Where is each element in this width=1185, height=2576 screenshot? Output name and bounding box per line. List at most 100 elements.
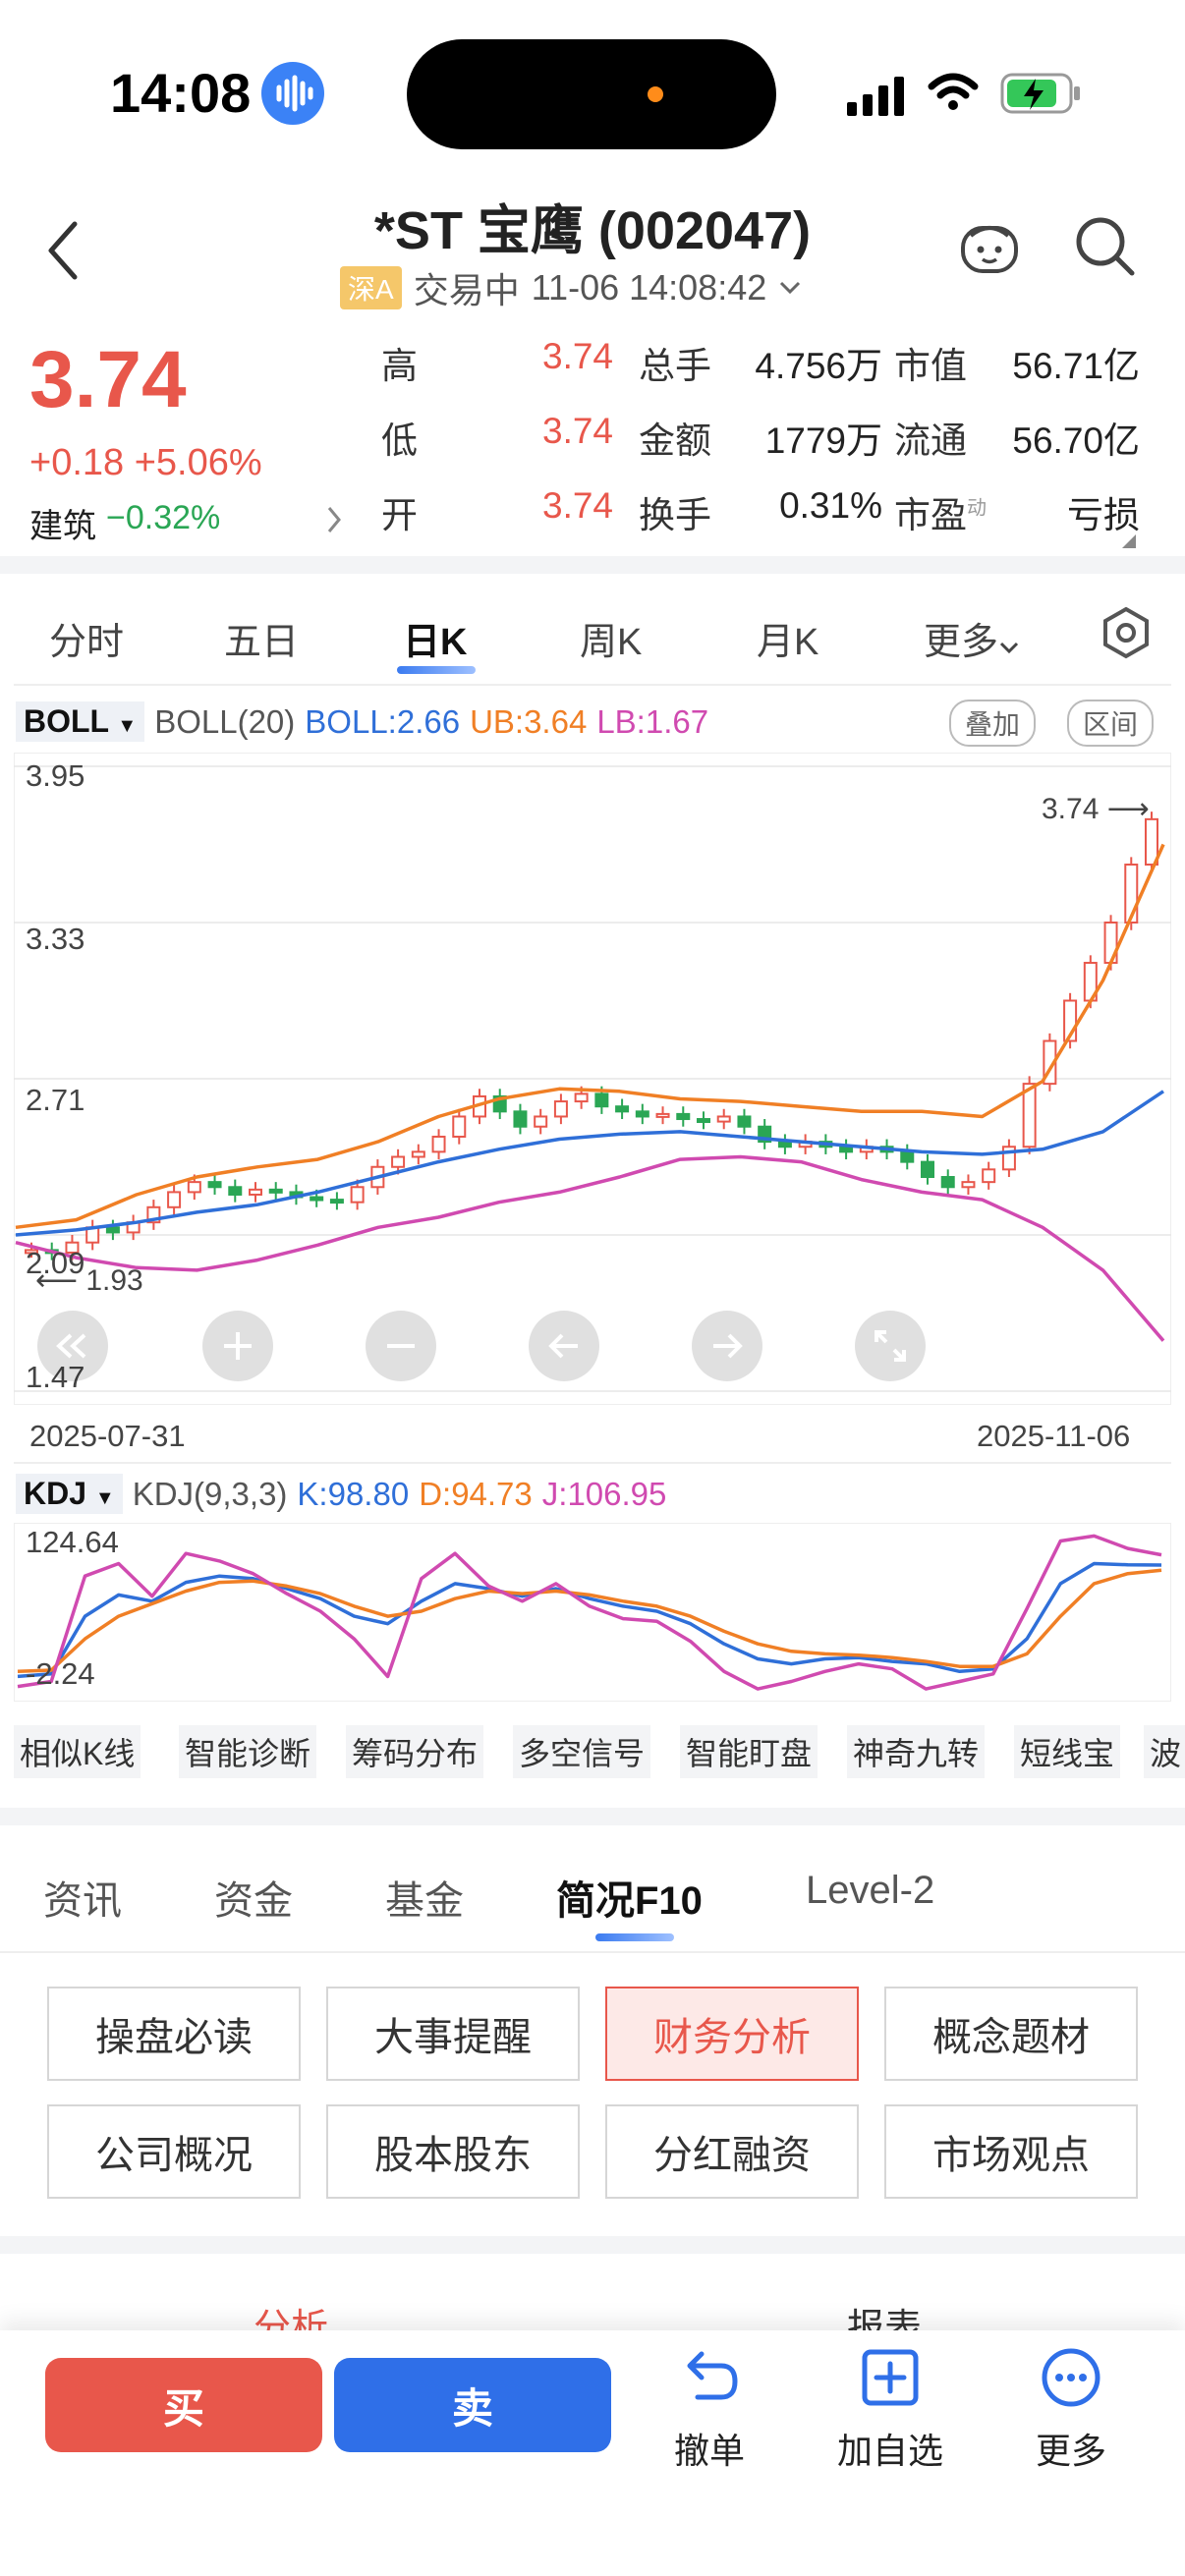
buy-button[interactable]: 买 [45,2358,322,2452]
candle [1145,817,1158,867]
more-dots-icon [1042,2348,1100,2407]
chip-wave[interactable]: 波 [1144,1725,1185,1778]
y-tick-1: 3.95 [26,758,85,793]
chip-long-short-signal[interactable]: 多空信号 [513,1725,651,1778]
quote-label-amount: 金额 [639,420,711,461]
privacy-indicator [648,86,663,102]
kdj-k-line [17,1561,1162,1679]
kdj-y-bottom: -2.24 [26,1656,95,1691]
candle [574,1092,589,1103]
quote-label-pe: 市盈动 [894,495,987,535]
range-button[interactable]: 区间 [1067,700,1155,747]
btn-concepts[interactable]: 概念题材 [884,1987,1138,2081]
cancel-order-button[interactable]: 撤单 [631,2340,788,2474]
kdj-chart[interactable] [14,1523,1171,1702]
tab-five-day[interactable]: 五日 [224,622,300,663]
btn-trading-guide[interactable]: 操盘必读 [47,1987,301,2081]
btn-events[interactable]: 大事提醒 [326,1987,580,2081]
tab-active-indicator [397,666,476,674]
trading-status-row[interactable]: 深A 交易中 11-06 14:08:42 [340,265,802,310]
quote-label-low: 低 [381,420,418,461]
add-watchlist-button[interactable]: 加自选 [812,2340,969,2474]
pan-left-button[interactable] [529,1311,599,1381]
overlay-button[interactable]: 叠加 [949,700,1037,747]
back-icon[interactable] [43,218,83,283]
btn-shareholders[interactable]: 股本股东 [326,2104,580,2199]
tab-level2[interactable]: Level-2 [806,1869,935,1912]
arrow-right-icon [713,1333,743,1359]
chip-smart-watch[interactable]: 智能盯盘 [680,1725,818,1778]
sector-name: 建筑 [29,508,96,545]
tab-capital[interactable]: 资金 [214,1879,293,1923]
candle [676,1112,691,1121]
market-badge: 深A [340,266,402,309]
stock-title: *ST 宝鹰 (002047) [373,201,812,260]
current-price: 3.74 [29,335,187,424]
kdj-selector[interactable]: KDJ ▼ [16,1474,123,1514]
candle [187,1181,201,1194]
chip-magic-nine[interactable]: 神奇九转 [847,1725,986,1778]
btn-financial-analysis[interactable]: 财务分析 [605,1987,859,2081]
quote-datetime: 11-06 14:08:42 [531,267,767,308]
quote-value-amount: 1779万 [764,420,882,461]
quote-label-mktcap: 市值 [894,346,967,386]
btn-market-views[interactable]: 市场观点 [884,2104,1138,2199]
chart-settings-icon[interactable] [1099,605,1154,660]
boll-params: BOLL(20) [154,702,296,740]
pan-right-button[interactable] [692,1311,762,1381]
candle [513,1110,528,1128]
zoom-in-button[interactable] [202,1311,273,1381]
candle [777,1141,792,1148]
zoom-out-button[interactable] [366,1311,436,1381]
assistant-robot-icon[interactable] [957,214,1022,279]
more-button[interactable]: 更多 [992,2340,1150,2474]
chevron-right-icon[interactable] [326,505,342,534]
rewind-button[interactable] [37,1311,108,1381]
date-start: 2025-07-31 [29,1419,186,1453]
search-icon[interactable] [1073,214,1138,279]
tab-monthly-k[interactable]: 月K [757,622,819,663]
boll-selector[interactable]: BOLL ▼ [16,701,145,742]
quote-label-turnover: 换手 [639,495,711,535]
k-line-chart[interactable] [14,753,1171,1405]
tab-news[interactable]: 资讯 [43,1879,122,1923]
add-square-icon [862,2349,919,2406]
candle [65,1241,80,1254]
kdj-y-top: 124.64 [26,1525,119,1559]
y-tick-5: 1.47 [26,1360,85,1394]
candle [268,1188,283,1194]
status-time: 14:08 [110,62,252,124]
sell-button[interactable]: 卖 [334,2358,611,2452]
boll-lb-value: LB:1.67 [596,702,709,740]
quote-value-volume: 4.756万 [755,346,882,386]
tab-daily-k[interactable]: 日K [403,622,468,663]
quote-label-volume: 总手 [639,346,711,386]
section-divider [0,556,1185,574]
btn-dividends[interactable]: 分红融资 [605,2104,859,2199]
candle [105,1226,120,1234]
tab-f10[interactable]: 简况F10 [556,1879,703,1923]
candle [411,1150,425,1158]
quote-label-float: 流通 [894,420,967,461]
expand-icon [875,1330,906,1362]
sector-info[interactable]: 建筑 −0.32% [29,499,220,547]
chip-short-term[interactable]: 短线宝 [1014,1725,1121,1778]
boll-mid-line [15,1090,1164,1237]
kdj-params: KDJ(9,3,3) [132,1475,288,1512]
chip-similar-k[interactable]: 相似K线 [14,1725,141,1778]
candle [716,1115,731,1123]
minus-icon [387,1344,415,1348]
tab-intraday[interactable]: 分时 [49,622,125,663]
btn-company-profile[interactable]: 公司概况 [47,2104,301,2199]
candle [900,1150,915,1163]
candle [982,1168,996,1184]
expand-corner-icon[interactable] [1122,534,1136,548]
last-price-marker: 3.74 ⟶ [1042,793,1150,825]
fullscreen-button[interactable] [855,1311,926,1381]
tab-fund[interactable]: 基金 [385,1879,464,1923]
tab-weekly-k[interactable]: 周K [580,622,643,663]
chip-smart-diagnosis[interactable]: 智能诊断 [179,1725,317,1778]
tab-more[interactable]: 更多 [924,611,1020,665]
kdj-j-value: J:106.95 [541,1475,667,1512]
chip-chip-distribution[interactable]: 筹码分布 [346,1725,484,1778]
